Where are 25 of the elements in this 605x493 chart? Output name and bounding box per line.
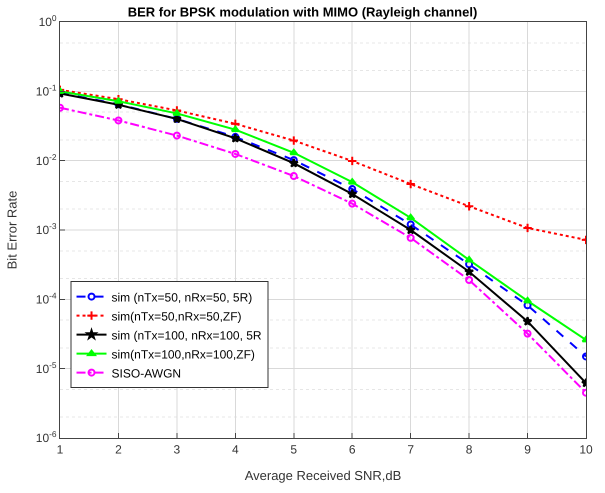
legend-label: sim (nTx=100, nRx=100, 5R (112, 328, 262, 342)
x-tick-label: 5 (290, 442, 298, 456)
legend-label: sim(nTx=50,nRx=50,ZF) (112, 309, 242, 324)
y-tick-label: 10$^{-1}$ (36, 82, 57, 99)
x-tick-label: 1 (56, 442, 64, 456)
x-axis-title: Average Received SNR,dB (244, 468, 402, 483)
legend-label: sim (nTx=50, nRx=50, 5R) (112, 290, 252, 304)
y-tick-label: 10$^{-3}$ (36, 221, 57, 238)
x-tick-label: 6 (348, 442, 356, 456)
y-tick-label: 10$^{-5}$ (36, 360, 57, 376)
x-tick-label: 9 (524, 442, 532, 456)
y-tick-label: 10$^{0}$ (38, 13, 57, 30)
x-tick-label: 8 (466, 442, 473, 456)
legend-label: SISO-AWGN (112, 366, 182, 380)
x-tick-label: 3 (174, 442, 181, 456)
y-tick-label: 10$^{-4}$ (36, 290, 57, 307)
x-tick-label: 4 (232, 442, 239, 456)
x-tick-label: 7 (407, 442, 414, 456)
legend-label: sim(nTx=100,nRx=100,ZF) (112, 347, 255, 362)
x-tick-label: 10 (579, 442, 593, 456)
y-axis-title: Bit Error Rate (4, 190, 20, 270)
chart-title: BER for BPSK modulation with MIMO (Rayleigh channel) (128, 4, 478, 20)
x-tick-label: 2 (115, 442, 122, 456)
y-tick-label: 10$^{-2}$ (36, 152, 57, 168)
y-tick-label: 10$^{-6}$ (36, 429, 57, 446)
